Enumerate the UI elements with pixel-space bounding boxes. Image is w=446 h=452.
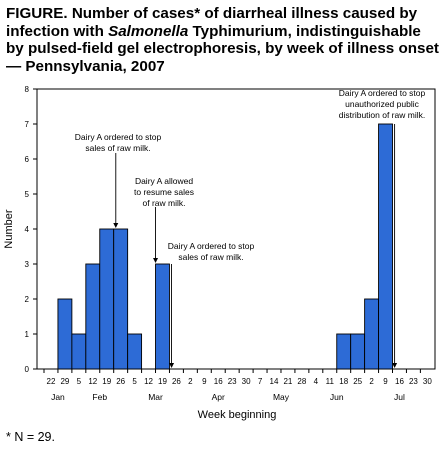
chart-title-italic: Salmonella <box>108 22 189 40</box>
bar <box>364 298 380 370</box>
annotation-line: Dairy A ordered to stop <box>75 132 162 142</box>
x-tick-label: 11 <box>326 377 335 386</box>
annotation-line: unauthorized public <box>345 99 419 109</box>
bar <box>350 333 366 370</box>
annotation-line: of raw milk. <box>143 198 186 208</box>
annotation-text: Dairy A ordered to stop sales of raw milk… <box>75 132 162 153</box>
bar <box>71 333 87 370</box>
y-tick-label: 8 <box>25 85 30 94</box>
x-tick-label: 9 <box>202 377 207 386</box>
y-tick-label: 0 <box>25 365 30 374</box>
month-label: Jun <box>330 392 344 402</box>
month-label: Jul <box>394 392 405 402</box>
x-tick-label: 5 <box>77 377 82 386</box>
x-tick-label: 2 <box>188 377 193 386</box>
y-tick-label: 5 <box>25 190 30 199</box>
x-tick-label: 26 <box>116 377 125 386</box>
annotations: Dairy A ordered to stop sales of raw milk… <box>75 88 426 368</box>
annotation-line: to resume sales <box>134 187 194 197</box>
month-label: Feb <box>92 392 107 402</box>
x-tick-label: 29 <box>60 377 69 386</box>
x-tick-label: 23 <box>409 377 418 386</box>
x-tick-label: 7 <box>258 377 263 386</box>
y-tick-label: 6 <box>25 155 30 164</box>
month-label: Jan <box>51 392 65 402</box>
y-axis-label: Number <box>3 209 15 248</box>
annotation-line: Dairy A ordered to stop <box>168 241 255 251</box>
x-tick-label: 5 <box>132 377 137 386</box>
month-label: Mar <box>148 392 163 402</box>
annotation-line: sales of raw milk. <box>178 252 243 262</box>
bar <box>113 228 129 370</box>
bars <box>57 123 393 370</box>
footnote: * N = 29. <box>6 430 55 444</box>
month-label: May <box>273 392 290 402</box>
annotation-line: Dairy A allowed <box>135 176 193 186</box>
x-tick-label: 30 <box>242 377 251 386</box>
y-tick-label: 7 <box>25 120 30 129</box>
bar <box>336 333 352 370</box>
x-tick-label: 19 <box>102 377 111 386</box>
x-tick-label: 18 <box>339 377 348 386</box>
x-tick-label: 28 <box>297 377 306 386</box>
annotation-text: Dairy A ordered to stop unauthorized publ… <box>339 88 426 120</box>
chart-title-part2: Typhimurium, indistinguishable by pulsed… <box>6 22 439 75</box>
x-tick-label: 19 <box>158 377 167 386</box>
x-tick-label: 2 <box>369 377 374 386</box>
x-tick-label: 4 <box>314 377 319 386</box>
annotation-line: sales of raw milk. <box>85 143 150 153</box>
bar <box>378 123 393 370</box>
annotation-text: Dairy A ordered to stop sales of raw milk… <box>168 241 255 262</box>
x-tick-label: 22 <box>47 377 56 386</box>
bar <box>57 298 73 370</box>
annotation-arrow-head <box>392 363 398 368</box>
annotation-arrow-head <box>153 258 159 263</box>
annotation-line: Dairy A ordered to stop <box>339 88 426 98</box>
annotation-text: Dairy A allowed to resume sales of raw mil… <box>134 176 194 208</box>
annotation-line: distribution of raw milk. <box>339 110 425 120</box>
y-tick-label: 4 <box>25 225 30 234</box>
y-tick-label: 3 <box>25 260 30 269</box>
x-tick-label: 12 <box>144 377 153 386</box>
x-tick-label: 9 <box>383 377 388 386</box>
bar <box>99 228 115 370</box>
month-label: Apr <box>212 392 225 402</box>
x-tick-label: 26 <box>172 377 181 386</box>
bar <box>85 263 101 370</box>
annotation-arrow-head <box>169 363 175 368</box>
y-tick-label: 2 <box>25 295 30 304</box>
x-tick-label: 23 <box>228 377 237 386</box>
x-tick-label: 30 <box>423 377 432 386</box>
bar <box>127 333 143 370</box>
x-tick-label: 12 <box>88 377 97 386</box>
x-axis-label: Week beginning <box>198 409 277 421</box>
bar <box>155 263 170 370</box>
annotation-arrow-head <box>113 223 119 228</box>
chart-title-part1: FIGURE. Number of cases* of diarrheal il… <box>6 5 418 40</box>
x-tick-label: 16 <box>395 377 404 386</box>
y-tick-label: 1 <box>25 330 30 339</box>
chart-title: FIGURE. Number of cases* of diarrheal il… <box>6 5 442 75</box>
x-tick-label: 14 <box>270 377 279 386</box>
x-tick-label: 25 <box>353 377 362 386</box>
x-tick-label: 16 <box>214 377 223 386</box>
x-tick-label: 21 <box>283 377 292 386</box>
